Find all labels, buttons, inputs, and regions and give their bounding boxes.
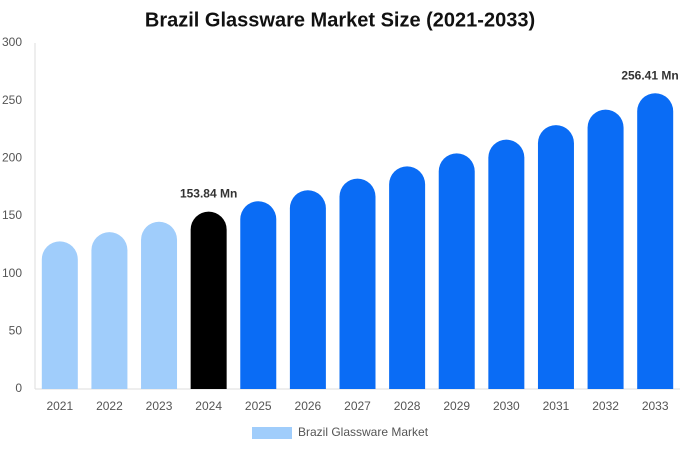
x-tick-label: 2031 [543,399,570,413]
x-tick-label: 2032 [592,399,619,413]
bar [587,109,624,390]
bar [240,201,277,389]
x-tick-label: 2021 [46,399,73,413]
bar [141,221,178,389]
y-tick-label: 200 [2,151,22,165]
bar [190,211,227,389]
bar [91,232,128,389]
x-tick-label: 2022 [96,399,123,413]
x-tick-label: 2024 [195,399,222,413]
bar [488,139,525,389]
x-tick-label: 2023 [146,399,173,413]
bar [389,166,426,389]
bar [339,178,376,389]
x-tick-label: 2028 [394,399,421,413]
chart-title: Brazil Glassware Market Size (2021-2033) [145,9,535,31]
x-tick-label: 2026 [295,399,322,413]
legend-swatch [252,427,292,439]
y-tick-label: 150 [2,208,22,222]
bar [289,190,326,389]
y-tick-label: 0 [15,381,22,395]
bar [537,125,574,389]
x-tick-label: 2030 [493,399,520,413]
y-tick-label: 100 [2,266,22,280]
legend-label: Brazil Glassware Market [298,425,429,439]
y-tick-label: 300 [2,35,22,49]
bar [438,153,475,389]
x-tick-label: 2027 [344,399,371,413]
data-label: 153.84 Mn [180,187,237,201]
x-tick-label: 2033 [642,399,669,413]
x-tick-label: 2029 [443,399,470,413]
data-label: 256.41 Mn [621,68,678,82]
bar [637,93,674,389]
y-tick-label: 250 [2,93,22,107]
bar [41,241,78,389]
y-tick-label: 50 [9,324,23,338]
x-tick-label: 2025 [245,399,272,413]
